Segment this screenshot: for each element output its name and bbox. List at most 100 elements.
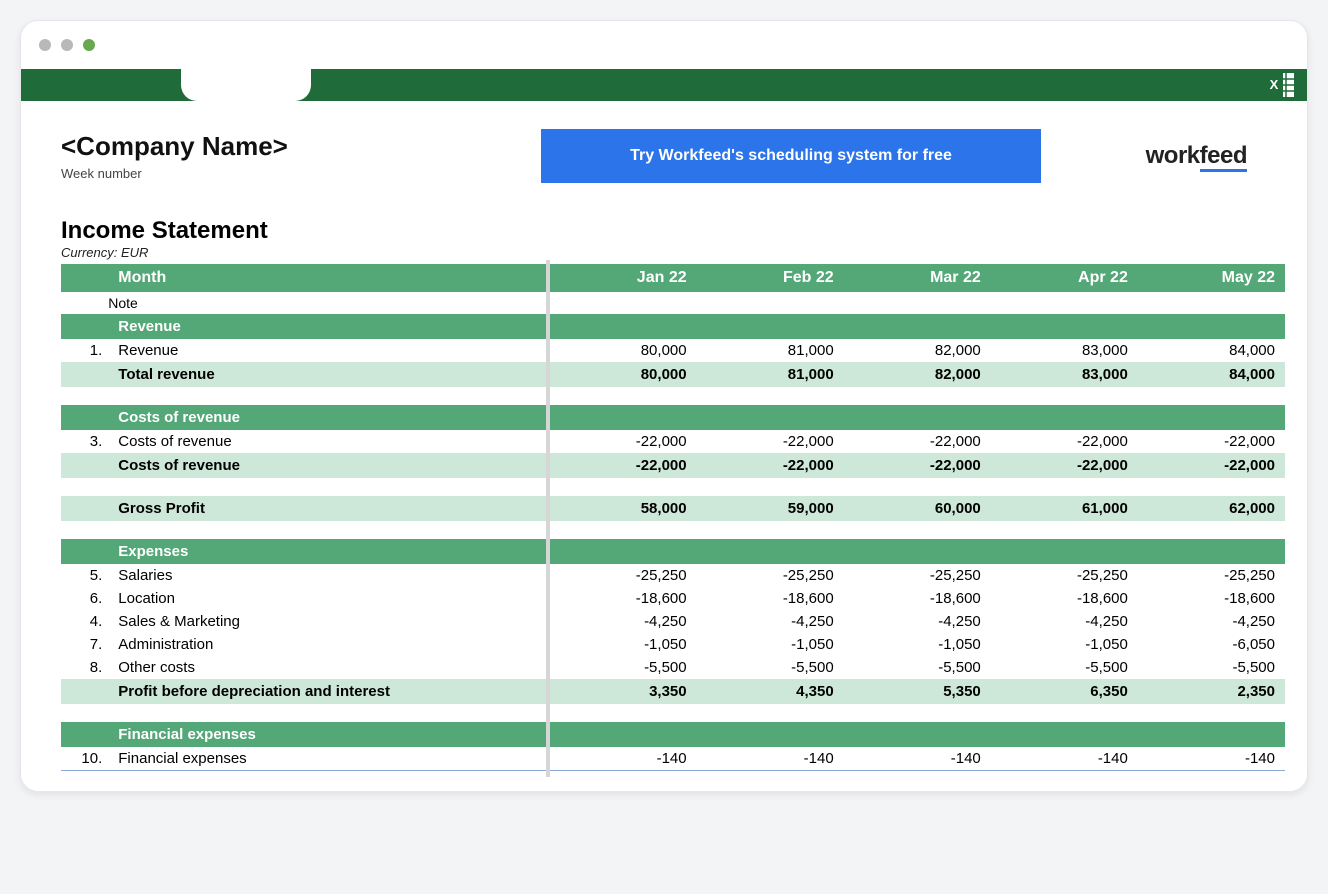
ribbon-bar: X [21, 69, 1307, 101]
month-col-0: Jan 22 [550, 264, 697, 292]
costs-row-0: 3.Costs of revenue-22,000-22,000-22,000-… [61, 430, 1285, 453]
profit-before-dep-v0: 3,350 [550, 679, 697, 704]
svg-text:X: X [1270, 77, 1279, 92]
spacer-row [61, 704, 1285, 722]
month-col-1: Feb 22 [697, 264, 844, 292]
total-costs-v3: -22,000 [991, 453, 1138, 478]
workfeed-logo: workfeed [1146, 142, 1267, 170]
table-header-row: MonthJan 22Feb 22Mar 22Apr 22May 22 [61, 264, 1285, 292]
sec-label: Financial expenses [108, 722, 549, 747]
section-financial: Financial expenses [61, 722, 1285, 747]
st-label: Profit before depreciation and interest [108, 679, 549, 704]
window-dot-min[interactable] [61, 39, 73, 51]
total-costs: Costs of revenue-22,000-22,000-22,000-22… [61, 453, 1285, 478]
row-label: Revenue [108, 339, 549, 362]
gross-profit-v1: 59,000 [697, 496, 844, 521]
month-col-4: May 22 [1138, 264, 1285, 292]
revenue-row-0-v2: 82,000 [844, 339, 991, 362]
row-label: Costs of revenue [108, 430, 549, 453]
total-revenue-v0: 80,000 [550, 362, 697, 387]
month-col-2: Mar 22 [844, 264, 991, 292]
expense-row-2-v1: -4,250 [697, 610, 844, 633]
expense-row-3-v3: -1,050 [991, 633, 1138, 656]
expense-row-0-v3: -25,250 [991, 564, 1138, 587]
total-revenue-v1: 81,000 [697, 362, 844, 387]
section-expenses: Expenses [61, 539, 1285, 564]
sec-label: Costs of revenue [108, 405, 549, 430]
revenue-row-0-v3: 83,000 [991, 339, 1138, 362]
st-num [61, 453, 108, 478]
expense-row-1: 6.Location-18,600-18,600-18,600-18,600-1… [61, 587, 1285, 610]
statement-title: Income Statement [61, 217, 1267, 245]
row-label: Administration [108, 633, 549, 656]
revenue-row-0: 1.Revenue80,00081,00082,00083,00084,000 [61, 339, 1285, 362]
active-tab-notch [181, 69, 311, 101]
app-window: X <Company Name> Week number Try Workfee… [20, 20, 1308, 792]
sec-num [61, 314, 108, 339]
expense-row-3-v4: -6,050 [1138, 633, 1285, 656]
expense-row-1-v3: -18,600 [991, 587, 1138, 610]
sec-num [61, 539, 108, 564]
excel-icon: X [1263, 70, 1297, 100]
total-costs-v1: -22,000 [697, 453, 844, 478]
expense-row-3: 7.Administration-1,050-1,050-1,050-1,050… [61, 633, 1285, 656]
row-num: 8. [61, 656, 108, 679]
gross-profit-v2: 60,000 [844, 496, 991, 521]
window-dot-max[interactable] [83, 39, 95, 51]
costs-row-0-v0: -22,000 [550, 430, 697, 453]
titlebar [21, 21, 1307, 69]
expense-row-2-v0: -4,250 [550, 610, 697, 633]
sec-label: Expenses [108, 539, 549, 564]
st-num [61, 362, 108, 387]
logo-part-b: feed [1200, 142, 1247, 172]
st-num [61, 496, 108, 521]
expense-row-3-v0: -1,050 [550, 633, 697, 656]
expense-row-2-v3: -4,250 [991, 610, 1138, 633]
expense-row-1-v4: -18,600 [1138, 587, 1285, 610]
gross-profit: Gross Profit58,00059,00060,00061,00062,0… [61, 496, 1285, 521]
financial-row-0-v3: -140 [991, 747, 1138, 771]
profit-before-dep-v2: 5,350 [844, 679, 991, 704]
row-num: 6. [61, 587, 108, 610]
revenue-row-0-v0: 80,000 [550, 339, 697, 362]
expense-row-2: 4.Sales & Marketing-4,250-4,250-4,250-4,… [61, 610, 1285, 633]
total-revenue-v2: 82,000 [844, 362, 991, 387]
row-num: 1. [61, 339, 108, 362]
costs-row-0-v1: -22,000 [697, 430, 844, 453]
month-col-3: Apr 22 [991, 264, 1138, 292]
costs-row-0-v4: -22,000 [1138, 430, 1285, 453]
total-revenue-v3: 83,000 [991, 362, 1138, 387]
window-dot-close[interactable] [39, 39, 51, 51]
expense-row-3-v1: -1,050 [697, 633, 844, 656]
row-num: 7. [61, 633, 108, 656]
expense-row-0-v1: -25,250 [697, 564, 844, 587]
profit-before-dep-v1: 4,350 [697, 679, 844, 704]
expense-row-0: 5.Salaries-25,250-25,250-25,250-25,250-2… [61, 564, 1285, 587]
expense-row-4-v1: -5,500 [697, 656, 844, 679]
hdr-blank [61, 264, 108, 292]
expense-row-1-v1: -18,600 [697, 587, 844, 610]
try-workfeed-button[interactable]: Try Workfeed's scheduling system for fre… [541, 129, 1041, 183]
column-divider [546, 260, 550, 777]
revenue-row-0-v4: 84,000 [1138, 339, 1285, 362]
month-header: Month [108, 264, 549, 292]
company-name: <Company Name> [61, 131, 521, 162]
logo-part-a: work [1146, 142, 1200, 169]
income-table: MonthJan 22Feb 22Mar 22Apr 22May 22NoteR… [61, 264, 1285, 771]
financial-row-0: 10.Financial expenses-140-140-140-140-14… [61, 747, 1285, 771]
row-num: 3. [61, 430, 108, 453]
profit-before-dep-v3: 6,350 [991, 679, 1138, 704]
financial-row-0-v1: -140 [697, 747, 844, 771]
st-label: Gross Profit [108, 496, 549, 521]
expense-row-0-v0: -25,250 [550, 564, 697, 587]
profit-before-dep-v4: 2,350 [1138, 679, 1285, 704]
expense-row-2-v2: -4,250 [844, 610, 991, 633]
financial-row-0-v2: -140 [844, 747, 991, 771]
sheet-area: MonthJan 22Feb 22Mar 22Apr 22May 22NoteR… [21, 260, 1307, 791]
expense-row-3-v2: -1,050 [844, 633, 991, 656]
sec-num [61, 722, 108, 747]
row-label: Salaries [108, 564, 549, 587]
row-label: Sales & Marketing [108, 610, 549, 633]
gross-profit-v4: 62,000 [1138, 496, 1285, 521]
expense-row-4-v3: -5,500 [991, 656, 1138, 679]
